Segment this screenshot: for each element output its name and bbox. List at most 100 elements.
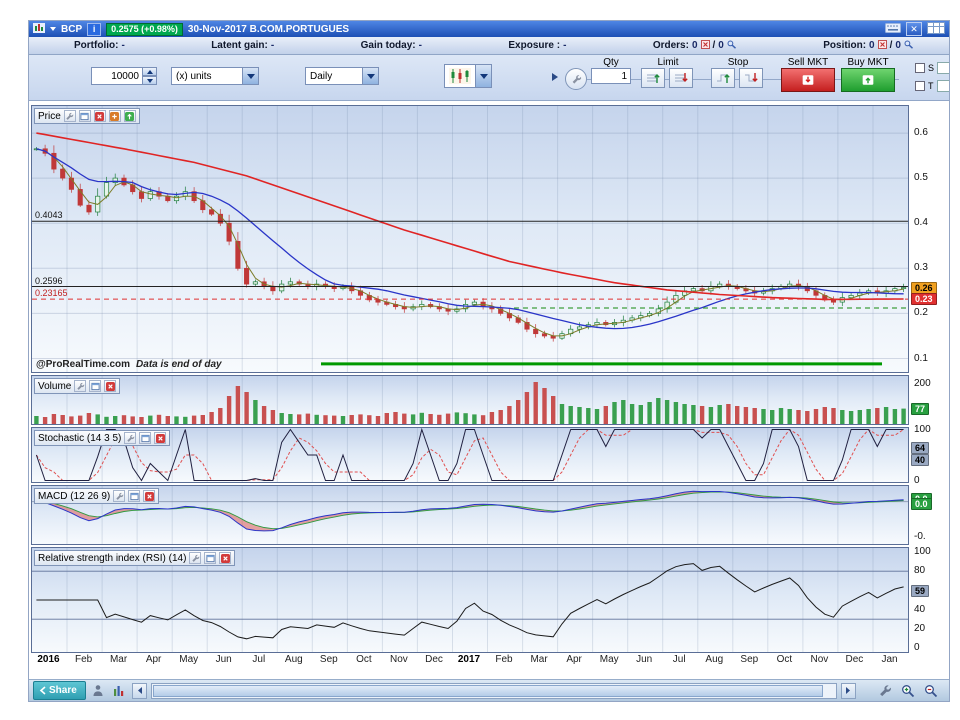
- quantity-down-button[interactable]: [143, 76, 157, 85]
- share-button-label: Share: [49, 685, 77, 696]
- volume-axis: 200 77: [911, 375, 949, 425]
- panel-window-icon[interactable]: [204, 552, 217, 564]
- scrollbar-thumb[interactable]: [152, 684, 824, 697]
- scroll-left-button[interactable]: [131, 682, 147, 699]
- orders-stat: Orders: 0 /0: [653, 39, 737, 52]
- s-value-field[interactable]: [937, 62, 949, 74]
- macd-panel[interactable]: MACD (12 26 9): [31, 485, 909, 545]
- panel-window-icon[interactable]: [89, 380, 102, 392]
- price-level-label: 0.4043: [35, 210, 63, 221]
- window-title: 30-Nov-2017 B.COM.PORTUGUES: [187, 23, 350, 35]
- quantity-up-button[interactable]: [143, 67, 157, 76]
- wrench-icon[interactable]: [189, 552, 202, 564]
- price-chart-svg: [32, 106, 908, 372]
- x-axis-label: Dec: [845, 654, 864, 665]
- close-icon[interactable]: ✕: [906, 22, 922, 36]
- axis-tick: 0.4: [914, 217, 928, 229]
- x-axis-label: Sep: [740, 654, 759, 665]
- axis-tick: 0: [914, 641, 920, 653]
- order-panel-collapse-icon[interactable]: [550, 72, 559, 85]
- share-button[interactable]: Share: [33, 681, 86, 700]
- zoom-in-icon[interactable]: [899, 682, 916, 699]
- axis-badge: 59: [911, 585, 930, 598]
- limit-label: Limit: [657, 57, 679, 68]
- wrench-icon[interactable]: [113, 490, 126, 502]
- wrench-icon[interactable]: [124, 432, 137, 444]
- share-chevron-icon: [39, 686, 46, 695]
- close-panel-icon[interactable]: [219, 552, 232, 564]
- close-panel-icon[interactable]: [154, 432, 167, 444]
- sell-stop-button[interactable]: [739, 68, 763, 88]
- rsi-chart-svg: [32, 548, 908, 652]
- chart-type-button[interactable]: [444, 64, 492, 88]
- s-checkbox[interactable]: [915, 63, 925, 73]
- units-select-arrow[interactable]: [242, 68, 258, 84]
- add-indicator-icon[interactable]: [108, 110, 121, 122]
- zoom-out-icon[interactable]: [922, 682, 939, 699]
- instrument-dropdown-caret[interactable]: [50, 27, 56, 31]
- rsi-panel-chip: Relative strength index (RSI) (14): [34, 550, 236, 566]
- instrument-chart-icon: [33, 22, 45, 36]
- sell-limit-button[interactable]: [669, 68, 693, 88]
- buy-stop-button[interactable]: [711, 68, 735, 88]
- axis-badge: 64: [911, 441, 930, 454]
- wrench-icon[interactable]: [74, 380, 87, 392]
- volume-panel-label: Volume: [38, 380, 72, 392]
- timeframe-select-arrow[interactable]: [362, 68, 378, 84]
- stochastic-panel[interactable]: Stochastic (14 3 5): [31, 427, 909, 483]
- keyboard-icon[interactable]: [885, 22, 901, 36]
- price-level-label: 0.23165: [35, 288, 68, 299]
- user-icon[interactable]: [90, 682, 107, 699]
- workspace-grid-icon[interactable]: [927, 21, 945, 37]
- rsi-panel[interactable]: Relative strength index (RSI) (14): [31, 547, 909, 653]
- axis-tick: 0.3: [914, 262, 928, 274]
- stochastic-chart-svg: [35, 428, 904, 482]
- t-checkbox[interactable]: [915, 81, 925, 91]
- price-panel[interactable]: Price @ProRealTime.com Data is end of day…: [31, 105, 909, 373]
- close-panel-icon[interactable]: [104, 380, 117, 392]
- time-scrollbar[interactable]: [150, 682, 837, 699]
- t-value-field[interactable]: [936, 80, 949, 92]
- quantity-input[interactable]: [91, 67, 143, 85]
- x-axis-label: Dec: [425, 654, 443, 665]
- quantity-stepper[interactable]: [91, 67, 157, 85]
- order-settings-button[interactable]: [565, 68, 587, 90]
- units-select[interactable]: (x) units: [171, 67, 259, 85]
- close-panel-icon[interactable]: [93, 110, 106, 122]
- order-qty-input[interactable]: [591, 68, 631, 84]
- volume-panel[interactable]: Volume: [31, 375, 909, 425]
- price-axis: 0.6 0.5 0.4 0.3 0.2 0.1 0.26 0.23: [911, 105, 949, 373]
- close-panel-icon[interactable]: [143, 490, 156, 502]
- rsi-axis: 100 80 40 20 0 59: [911, 546, 949, 653]
- sell-mkt-button[interactable]: [781, 68, 835, 92]
- timeframe-select[interactable]: Daily: [305, 67, 379, 85]
- view-position-icon[interactable]: [904, 40, 914, 52]
- wrench-icon[interactable]: [63, 110, 76, 122]
- title-bar: BCP i 0.2575 (+0.98%) 30-Nov-2017 B.COM.…: [29, 21, 949, 37]
- buy-mkt-button[interactable]: [841, 68, 895, 92]
- x-axis-label: Jun: [215, 654, 232, 665]
- close-position-icon[interactable]: [877, 39, 887, 52]
- broadcast-icon[interactable]: [111, 682, 128, 699]
- x-axis-label: May: [179, 654, 199, 665]
- qty-label: Qty: [603, 57, 619, 68]
- buy-limit-button[interactable]: [641, 68, 665, 88]
- x-axis-label: Oct: [776, 654, 793, 665]
- stochastic-axis: 100 0 64 40: [911, 423, 949, 485]
- move-panel-up-icon[interactable]: [123, 110, 136, 122]
- main-toolbar: (x) units Daily Qty Limit Stop: [29, 55, 949, 101]
- cancel-orders-icon[interactable]: [700, 39, 710, 52]
- panel-window-icon[interactable]: [128, 490, 141, 502]
- axis-tick: -0.: [914, 531, 926, 543]
- trading-window: BCP i 0.2575 (+0.98%) 30-Nov-2017 B.COM.…: [28, 20, 950, 702]
- info-button[interactable]: i: [87, 22, 102, 36]
- macd-axis: 0.0-0.0.00.0: [911, 485, 949, 545]
- watermark-note: Data is end of day: [136, 359, 222, 370]
- chart-type-arrow[interactable]: [475, 65, 491, 87]
- view-orders-icon[interactable]: [727, 40, 737, 52]
- panel-window-icon[interactable]: [139, 432, 152, 444]
- scroll-right-button[interactable]: [841, 682, 856, 699]
- latent-gain-stat: Latent gain: -: [211, 40, 275, 51]
- panel-window-icon[interactable]: [78, 110, 91, 122]
- chart-tools-icon[interactable]: [876, 682, 893, 699]
